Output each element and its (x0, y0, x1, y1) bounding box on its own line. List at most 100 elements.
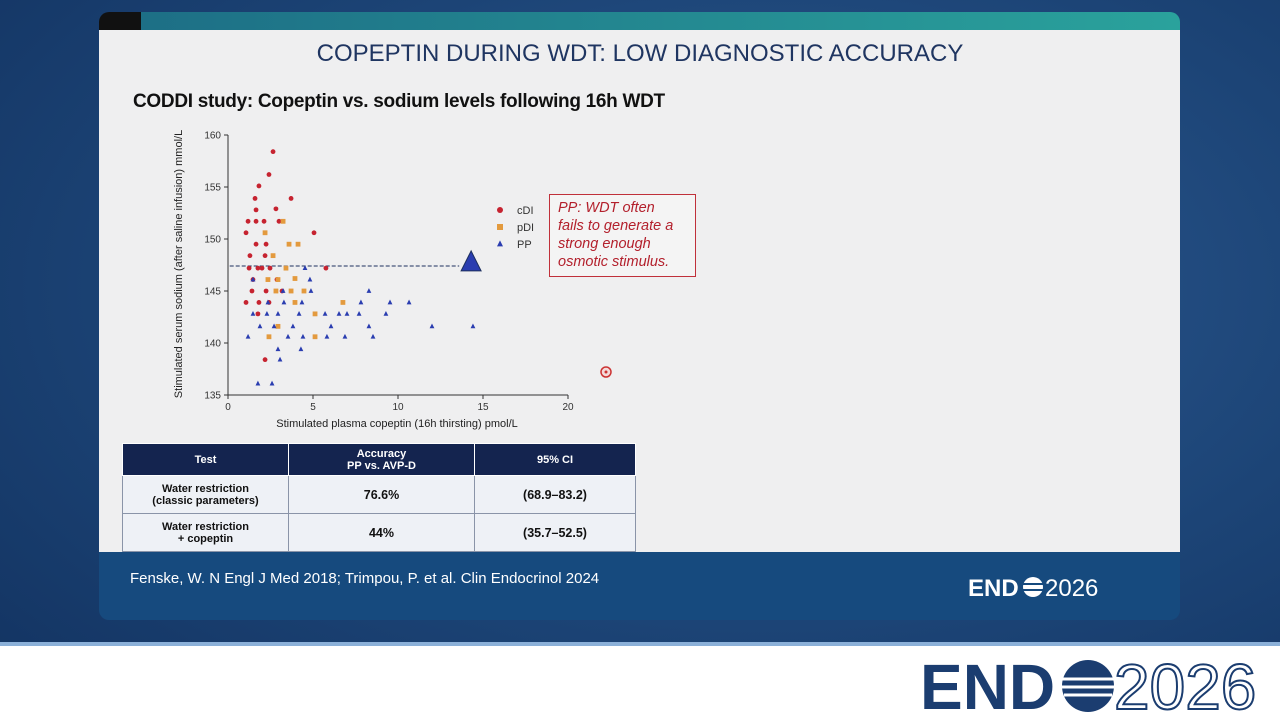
point (253, 241, 259, 247)
x-tick-label: 15 (477, 402, 489, 413)
point (324, 333, 330, 339)
point (298, 346, 304, 352)
point (285, 333, 291, 339)
point (300, 333, 306, 339)
point (383, 311, 389, 316)
point (342, 333, 348, 339)
x-tick-label: 5 (310, 402, 316, 413)
point (356, 311, 362, 316)
point (249, 288, 255, 294)
logo-globe (1023, 577, 1043, 597)
point (296, 311, 302, 316)
header-cell: 95% CI (474, 443, 636, 476)
point (470, 323, 476, 329)
point (344, 311, 350, 316)
point (312, 334, 318, 340)
point (261, 218, 267, 224)
bottom-strip: END 2026 (0, 642, 1280, 720)
point (263, 241, 269, 247)
point (253, 218, 259, 224)
x-tick-label: 20 (562, 402, 574, 413)
point (255, 311, 261, 317)
point (312, 311, 318, 317)
point (255, 380, 261, 386)
point (288, 196, 294, 201)
table-row: Water restriction (classic parameters) 7… (122, 475, 636, 514)
header-cell: Test (122, 443, 289, 476)
highlight-point (460, 249, 482, 272)
point (264, 311, 270, 316)
point (340, 300, 346, 305)
table-cell: Water restriction (classic parameters) (122, 475, 289, 514)
logo-right: 2026 (1114, 651, 1256, 720)
point (370, 333, 376, 339)
results-table: Test Accuracy PP vs. AVP-D 95% CI Water … (122, 443, 636, 552)
table-row: Water restriction + copeptin 44% (35.7–5… (122, 513, 636, 552)
point (269, 380, 275, 386)
point (406, 299, 412, 305)
legend-marker (497, 240, 503, 247)
point (275, 311, 281, 316)
point (270, 149, 276, 155)
point (275, 346, 281, 352)
point (280, 288, 286, 293)
bottom-logo: END 2026 (920, 650, 1257, 720)
point (265, 299, 271, 305)
point (277, 356, 283, 362)
table-cell: 44% (288, 513, 475, 552)
x-tick-label: 0 (225, 402, 231, 413)
point (273, 288, 279, 294)
point (336, 311, 342, 316)
point (252, 196, 258, 201)
y-tick-label: 160 (204, 131, 221, 142)
point (281, 299, 287, 305)
cursor-dot (604, 370, 608, 374)
point (243, 230, 249, 236)
point (245, 333, 251, 339)
x-tick-label: 10 (392, 402, 404, 413)
point (270, 253, 276, 259)
point (283, 265, 289, 271)
legend-marker (497, 207, 503, 213)
point (271, 323, 277, 329)
point (253, 207, 259, 213)
header-cell: Accuracy PP vs. AVP-D (288, 443, 475, 476)
point (366, 288, 372, 293)
top-bar (99, 12, 1180, 30)
table-cell: (35.7–52.5) (474, 513, 636, 552)
point (263, 288, 269, 294)
logo-left: END (968, 575, 1019, 602)
point (295, 241, 301, 247)
point (323, 265, 329, 271)
point (301, 288, 307, 294)
table-cell: 76.6% (288, 475, 475, 514)
point (275, 323, 281, 329)
citation: Fenske, W. N Engl J Med 2018; Trimpou, P… (130, 570, 600, 587)
point (257, 323, 263, 329)
table-header: Test Accuracy PP vs. AVP-D 95% CI (122, 443, 636, 476)
point (307, 276, 313, 282)
point (358, 299, 364, 305)
point (265, 277, 271, 282)
point (276, 218, 282, 224)
legend-marker (497, 224, 503, 230)
slide-title: COPEPTIN DURING WDT: LOW DIAGNOSTIC ACCU… (316, 40, 964, 67)
point (322, 311, 328, 316)
point (243, 300, 249, 305)
point (256, 300, 262, 305)
point (328, 323, 334, 329)
table-cell: Water restriction + copeptin (122, 513, 289, 552)
point (387, 299, 393, 305)
x-axis-label: Stimulated plasma copeptin (16h thirstin… (276, 418, 518, 430)
point (250, 311, 256, 316)
point (302, 265, 308, 271)
legend-label: pDI (517, 222, 534, 234)
y-tick-label: 140 (204, 339, 221, 350)
point (429, 323, 435, 329)
point (262, 253, 268, 259)
point (267, 265, 273, 271)
annotation: PP: WDT often fails to generate a strong… (549, 194, 696, 277)
point (262, 357, 268, 363)
point (259, 265, 265, 271)
